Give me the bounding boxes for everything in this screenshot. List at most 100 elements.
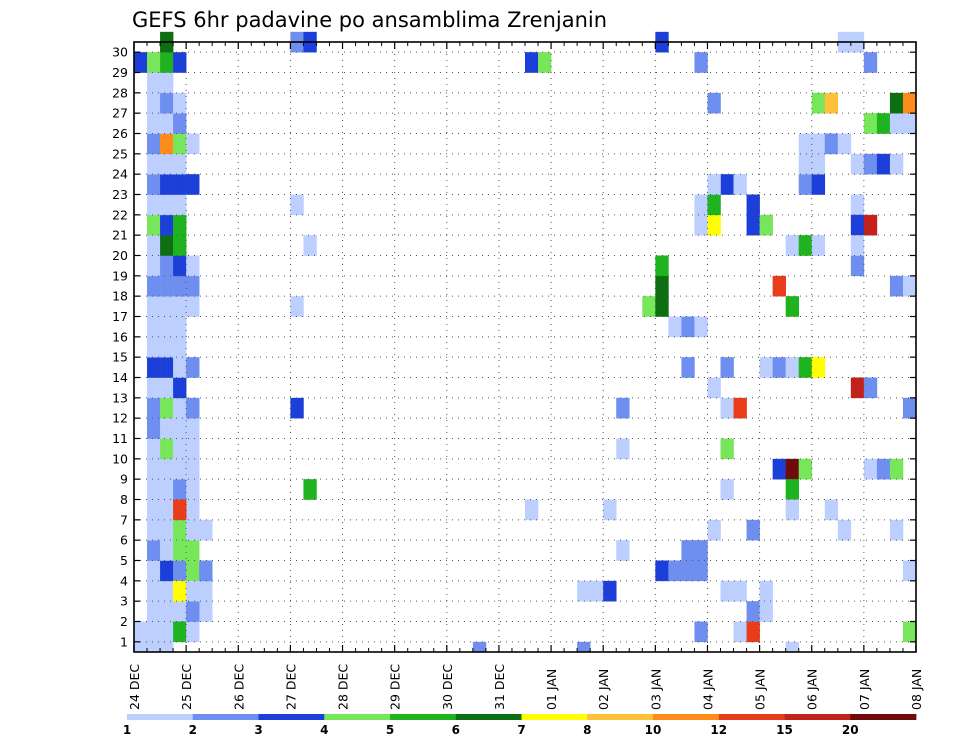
heatmap-cell [303,235,317,256]
x-tick-label: 01 JAN [544,669,559,710]
heatmap-cell [902,275,917,297]
dotted-grid [134,42,916,652]
heatmap-cell [160,397,174,419]
heatmap-cell [147,641,161,652]
heatmap-cell [147,336,161,358]
heatmap-cell [173,316,187,338]
heatmap-cell [720,479,734,500]
heatmap-cell [173,275,187,297]
x-tick-label: 31 DEC [492,664,507,710]
heatmap-cell [746,621,760,643]
y-tick-label: 1 [120,634,128,649]
heatmap-cell [811,235,826,256]
heatmap-cell [147,357,161,378]
heatmap-cell [173,458,187,480]
heatmap-cell [186,540,200,561]
heatmap-cell [785,235,799,256]
heatmap-cell [160,133,174,155]
heatmap-cell [173,153,187,175]
heatmap-cell [160,540,174,561]
heatmap-cell [746,519,760,541]
heatmap-cell [902,113,917,134]
x-tick-label: 27 DEC [283,664,298,710]
y-tick-label: 23 [112,187,128,202]
colorbar-label: 7 [517,723,525,737]
heatmap-cell [186,133,200,155]
colorbar-swatch [455,714,522,720]
heatmap-cell [186,418,200,439]
heatmap-cell [863,458,878,480]
heatmap-cell [160,153,174,175]
y-axis-ticks: 1234567891011121314151617181920212223242… [112,45,916,649]
heatmap-cell [707,214,721,236]
heatmap-cell [160,275,174,297]
colorbar-label: 15 [776,723,793,737]
y-tick-label: 16 [112,329,128,344]
heatmap-cell [160,336,174,358]
heatmap-cell [707,194,721,216]
heatmap-cell [694,560,708,582]
heatmap-cell [173,397,187,419]
heatmap-cell [147,519,161,541]
heatmap-cell [173,519,187,541]
heatmap-cell [173,540,187,561]
heatmap-cell [733,621,747,643]
heatmap-cell [733,174,747,195]
heatmap-cell [889,519,904,541]
heatmap-cell [720,357,734,378]
heatmap-cell [850,194,865,216]
heatmap-cell [837,519,852,541]
x-tick-label: 29 DEC [388,664,403,710]
heatmap-cell [173,113,187,134]
heatmap-cell [160,174,174,195]
heatmap-cell [147,540,161,561]
heatmap-cell [186,621,200,643]
heatmap-cell [160,499,174,521]
heatmap-cell [147,174,161,195]
heatmap-cell [173,255,187,277]
heatmap-cell [147,458,161,480]
y-tick-label: 20 [112,248,128,263]
heatmap-cell [707,519,721,541]
heatmap-cell [668,560,682,582]
heatmap-cell [694,214,708,236]
heatmap-cell [186,357,200,378]
heatmap-cell [160,357,174,378]
y-tick-label: 12 [112,411,128,426]
heatmap-cell [147,92,161,114]
heatmap-cell [850,377,865,399]
x-tick-label: 24 DEC [127,664,142,710]
heatmap-cell [173,296,187,317]
heatmap-cell [889,275,904,297]
heatmap-cell [681,540,695,561]
y-tick-label: 17 [112,309,128,324]
x-tick-label: 03 JAN [648,669,663,710]
heatmap-cell [147,235,161,256]
x-tick-label: 05 JAN [753,669,768,710]
y-tick-label: 25 [112,146,128,161]
heatmap-cell [889,458,904,480]
heatmap-cell [160,316,174,338]
colorbar-label: 1 [123,723,131,737]
heatmap-cell [147,397,161,419]
x-tick-label: 02 JAN [596,669,611,710]
heatmap-cell [902,560,917,582]
heatmap-cell [603,499,617,521]
heatmap-cell [160,641,174,652]
heatmap-cell [863,214,878,236]
x-tick-label: 04 JAN [700,669,715,710]
heatmap-cell [173,601,187,622]
y-tick-label: 10 [112,451,128,466]
colorbar-swatch [192,714,259,720]
colorbar-swatch [718,714,785,720]
heatmap-cell [811,174,826,195]
heatmap-cell [173,214,187,236]
heatmap-cell [186,601,200,622]
heatmap-cell [147,72,161,94]
heatmap-cell [863,52,878,73]
colorbar-label: 5 [386,723,394,737]
heatmap-cell [160,458,174,480]
heatmap-cell [199,601,213,622]
heatmap-cell [147,418,161,439]
heatmap-cell [147,580,161,602]
